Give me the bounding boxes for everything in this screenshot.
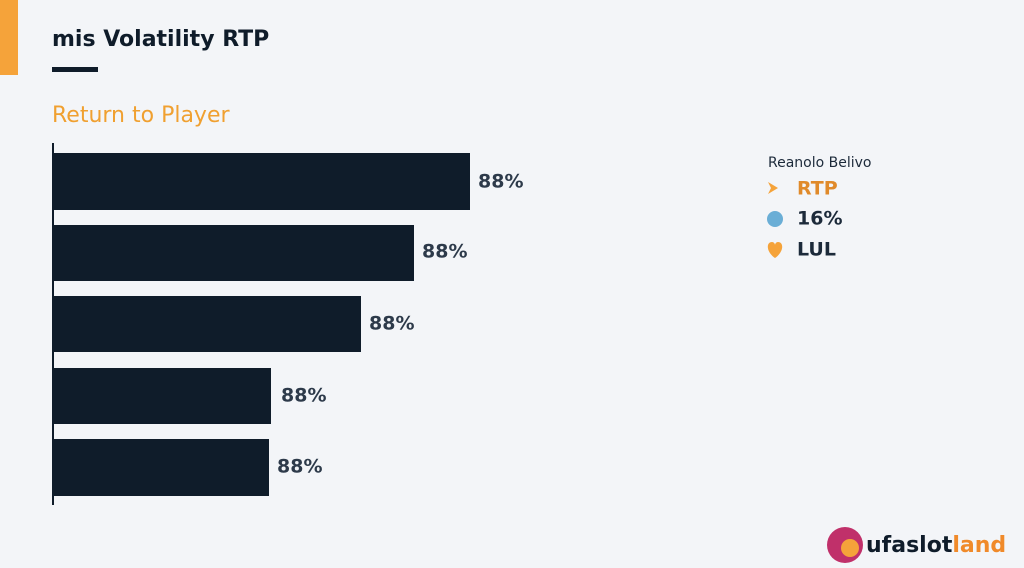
title: mis Volatility RTP	[52, 27, 269, 52]
accent-strip	[0, 0, 18, 75]
bar-label: 88%	[281, 385, 326, 407]
legend-item: 16%	[797, 208, 842, 230]
bar-label: 88%	[277, 456, 322, 478]
bar	[54, 439, 269, 496]
legend-icon	[767, 211, 783, 227]
logo: ufaslotland	[827, 527, 1006, 563]
title-underline	[52, 67, 98, 72]
bar	[54, 153, 470, 210]
bar-label: 88%	[422, 241, 467, 263]
legend-title: Reanolo Belivo	[768, 155, 871, 171]
bar	[54, 225, 414, 281]
logo-accent: land	[952, 533, 1006, 558]
legend: Reanolo Belivo RTP 16% LUL	[767, 155, 871, 261]
logo-icon-inner	[841, 539, 859, 557]
subtitle: Return to Player	[52, 103, 230, 128]
legend-icon	[767, 242, 783, 258]
legend-item: RTP	[797, 178, 838, 200]
bar	[54, 296, 361, 352]
logo-text: ufaslotland	[866, 533, 1006, 558]
bar	[54, 368, 271, 424]
legend-item: LUL	[797, 239, 836, 261]
logo-main: ufaslot	[866, 533, 953, 558]
legend-icon	[768, 182, 778, 194]
bar-label: 88%	[478, 171, 523, 193]
bars: 88% 88% 88% 88% 88%	[54, 153, 523, 496]
bar-label: 88%	[369, 313, 414, 335]
